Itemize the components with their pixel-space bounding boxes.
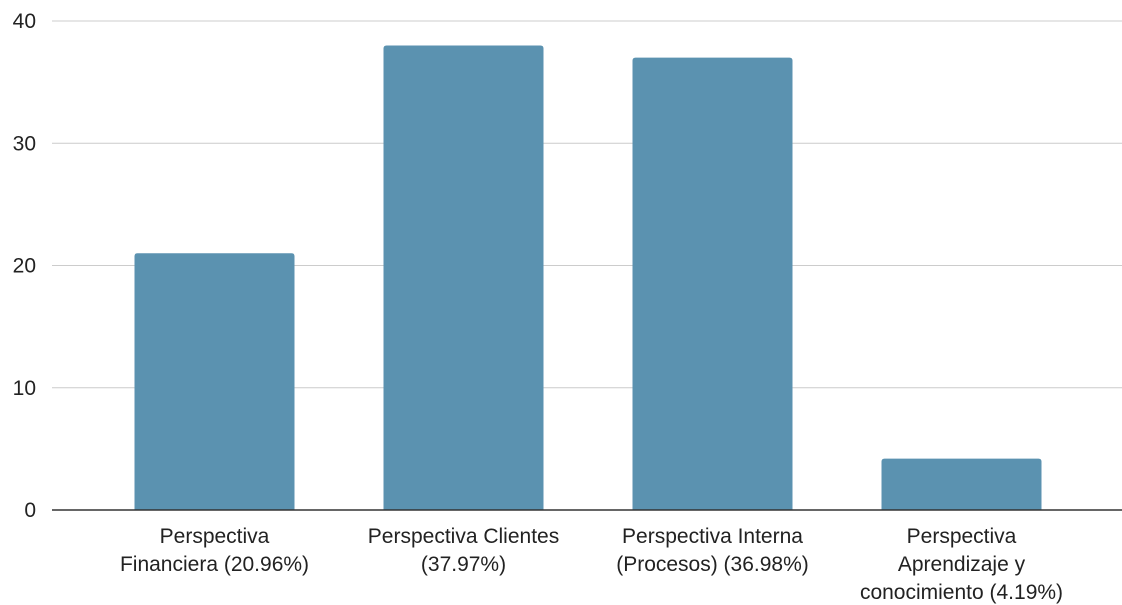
- bar-4: [881, 458, 1042, 510]
- category-label-line: Perspectiva: [160, 525, 270, 548]
- category-label-line: conocimiento (4.19%): [860, 581, 1063, 604]
- bar-3: [632, 57, 793, 511]
- y-axis-tick-labels: 0 10 20 30 40: [13, 10, 36, 522]
- category-label-line: Perspectiva: [907, 525, 1017, 548]
- category-label-2: Perspectiva Clientes (37.97%): [368, 525, 559, 576]
- category-label-line: (37.97%): [421, 553, 506, 576]
- y-tick-label-0: 0: [24, 499, 36, 522]
- y-tick-label-30: 30: [13, 132, 36, 155]
- category-label-line: Financiera (20.96%): [120, 553, 309, 576]
- category-label-1: Perspectiva Financiera (20.96%): [120, 525, 309, 576]
- bars: [134, 45, 1042, 511]
- y-tick-label-10: 10: [13, 377, 36, 400]
- y-tick-label-40: 40: [13, 10, 36, 33]
- bar-1: [134, 253, 295, 510]
- category-label-3: Perspectiva Interna (Procesos) (36.98%): [616, 525, 809, 576]
- category-label-4: Perspectiva Aprendizaje y conocimiento (4.…: [860, 525, 1063, 604]
- category-label-line: Perspectiva Clientes: [368, 525, 559, 548]
- category-label-line: Perspectiva Interna: [622, 525, 803, 548]
- category-label-line: Aprendizaje y: [898, 553, 1026, 576]
- x-axis-category-labels: Perspectiva Financiera (20.96%)Perspectiv…: [120, 525, 1063, 604]
- category-label-line: (Procesos) (36.98%): [616, 553, 809, 576]
- y-tick-label-20: 20: [13, 255, 36, 278]
- bar-2: [383, 45, 544, 510]
